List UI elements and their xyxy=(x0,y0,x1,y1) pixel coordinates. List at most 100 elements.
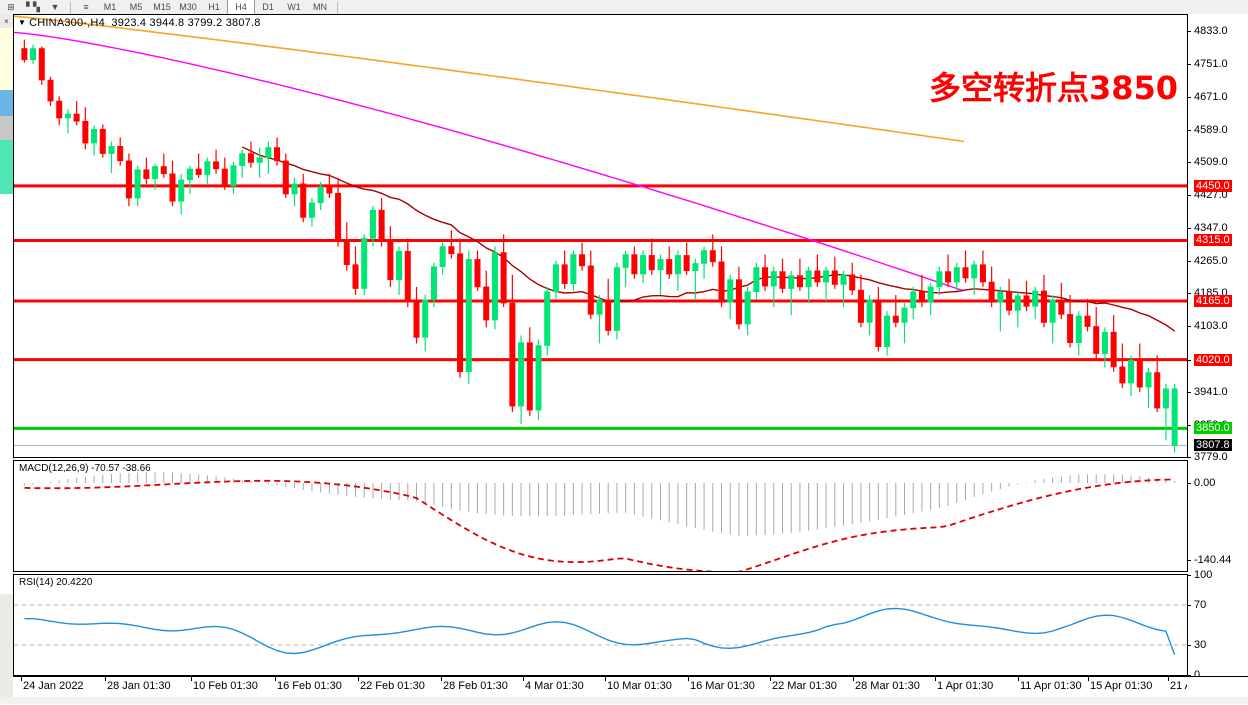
rsi-panel[interactable]: RSI(14) 20.4220 xyxy=(13,574,1248,676)
price-tick-label: 4509.0 xyxy=(1194,156,1228,169)
sidebar-block-0[interactable] xyxy=(0,28,13,62)
price-axis-line xyxy=(1187,14,1188,458)
time-tick-label: 28 Jan 01:30 xyxy=(107,680,171,692)
time-tick-label: 28 Mar 01:30 xyxy=(855,680,920,692)
price-tick xyxy=(1187,129,1191,131)
ohlc-values: 3923.4 3944.8 3799.2 3807.8 xyxy=(111,17,261,29)
rsi-scale[interactable]: 100 70 30 0 xyxy=(1187,569,1248,681)
level-label-3850.0[interactable]: 3850.0 xyxy=(1194,422,1232,435)
rsi-tick xyxy=(1187,575,1191,576)
sidebar-block-5[interactable] xyxy=(0,170,13,194)
time-tick-label: 16 Feb 01:30 xyxy=(277,680,342,692)
macd-axis-line xyxy=(1187,460,1188,572)
time-tick-label: 11 Apr 01:30 xyxy=(1020,680,1082,692)
sidebar-block-1[interactable] xyxy=(0,62,13,90)
arrow-down-icon[interactable]: ▼ xyxy=(44,0,66,14)
time-tick xyxy=(770,677,771,681)
bar-chart-icon[interactable]: ▘▚ xyxy=(22,0,44,14)
price-tick xyxy=(1187,260,1191,262)
crosshair-icon[interactable]: ⊞ xyxy=(0,0,22,14)
symbol-label: ▼ CHINA300-,H4 3923.4 3944.8 3799.2 3807.… xyxy=(18,17,261,29)
rsi-plot-area[interactable] xyxy=(14,575,1248,675)
price-tick xyxy=(1187,391,1191,393)
price-tick-label: 4103.0 xyxy=(1194,320,1228,333)
price-tick-label: 4589.0 xyxy=(1194,123,1228,136)
timeframe-group: M1 M5 M15 M30 H1 H4 D1 W1 MN xyxy=(97,0,333,14)
timeframe-m15[interactable]: M15 xyxy=(153,2,171,12)
left-sidebar[interactable]: × xyxy=(0,14,14,704)
rsi-tick-label: 30 xyxy=(1194,639,1207,651)
timeframe-w1[interactable]: W1 xyxy=(287,2,301,12)
time-tick-label: 16 Mar 01:30 xyxy=(690,680,755,692)
chart-annotation: 多空转折点3850 xyxy=(929,69,1179,107)
time-tick xyxy=(21,677,22,681)
price-tick xyxy=(1187,227,1191,229)
sidebar-color-blocks xyxy=(0,28,13,594)
time-tick xyxy=(523,677,524,681)
timeframe-h4[interactable]: H4 xyxy=(227,0,255,14)
timeframe-m30[interactable]: M30 xyxy=(179,2,197,12)
price-tick xyxy=(1187,64,1191,66)
price-tick-label: 4347.0 xyxy=(1194,221,1228,234)
timeframe-d1[interactable]: D1 xyxy=(262,2,274,12)
time-tick xyxy=(441,677,442,681)
timeframe-h1[interactable]: H1 xyxy=(208,2,220,12)
timeframe-m1[interactable]: M1 xyxy=(103,2,117,12)
rsi-tick xyxy=(1187,605,1191,606)
macd-label: MACD(12,26,9) -70.57 -38.66 xyxy=(19,463,151,474)
time-tick xyxy=(1018,677,1019,681)
macd-tick-label: -140.44 xyxy=(1194,554,1232,567)
price-tick-label: 4427.0 xyxy=(1194,189,1228,202)
text-list-icon[interactable]: ≡ xyxy=(75,0,97,14)
price-tick xyxy=(1187,31,1191,33)
time-tick xyxy=(605,677,606,681)
price-tick xyxy=(1187,424,1191,426)
close-icon[interactable]: × xyxy=(4,16,9,26)
macd-plot-area[interactable] xyxy=(14,461,1248,571)
rsi-tick-label: 100 xyxy=(1194,569,1213,581)
time-tick xyxy=(1168,677,1169,681)
sidebar-block-2[interactable] xyxy=(0,90,13,116)
time-tick-label: 22 Feb 01:30 xyxy=(360,680,425,692)
time-tick xyxy=(688,677,689,681)
status-bar xyxy=(0,697,1248,704)
price-panel[interactable]: ▼ CHINA300-,H4 3923.4 3944.8 3799.2 3807.… xyxy=(13,14,1248,458)
level-label-4450.0[interactable]: 4450.0 xyxy=(1194,179,1232,192)
time-tick-label: 10 Feb 01:30 xyxy=(193,680,258,692)
price-tick-label: 3941.0 xyxy=(1194,385,1228,398)
time-tick xyxy=(275,677,276,681)
rsi-tick-label: 70 xyxy=(1194,599,1207,611)
rsi-axis-line xyxy=(1187,574,1188,676)
sidebar-block-3[interactable] xyxy=(0,116,13,140)
macd-panel[interactable]: MACD(12,26,9) -70.57 -38.66 xyxy=(13,460,1248,572)
time-tick xyxy=(191,677,192,681)
time-tick-label: 4 Mar 01:30 xyxy=(525,680,584,692)
time-tick xyxy=(935,677,936,681)
price-tick-label: 4265.0 xyxy=(1194,254,1228,267)
macd-scale[interactable]: 0.00 -140.44 xyxy=(1187,460,1248,572)
level-label-4020.0[interactable]: 4020.0 xyxy=(1194,353,1232,366)
level-label-4165.0[interactable]: 4165.0 xyxy=(1194,295,1232,308)
price-tick-label: 4833.0 xyxy=(1194,25,1228,38)
rsi-tick xyxy=(1187,645,1191,646)
price-scale[interactable]: 4833.0 4751.0 4671.0 4589.0 4509.0 4427.0 4347… xyxy=(1187,14,1248,463)
price-tick xyxy=(1187,96,1191,98)
level-label-3807.8[interactable]: 3807.8 xyxy=(1194,439,1232,452)
sidebar-block-6[interactable] xyxy=(0,194,13,594)
price-tick-label: 4671.0 xyxy=(1194,90,1228,103)
price-tick xyxy=(1187,195,1191,197)
price-tick xyxy=(1187,457,1191,458)
timeframe-m5[interactable]: M5 xyxy=(129,2,143,12)
timeframe-mn[interactable]: MN xyxy=(313,2,327,12)
price-plot-area[interactable] xyxy=(14,15,1248,457)
sidebar-block-4[interactable] xyxy=(0,140,13,170)
rsi-tick-label: 0 xyxy=(1194,669,1201,681)
time-tick-label: 1 Apr 01:30 xyxy=(937,680,994,692)
macd-tick xyxy=(1187,483,1191,484)
time-tick xyxy=(853,677,854,681)
chevron-down-icon[interactable]: ▼ xyxy=(18,18,27,27)
toolbar-tools: ⊞ ▘▚ ▼ xyxy=(0,0,66,14)
time-tick xyxy=(105,677,106,681)
level-label-4315.0[interactable]: 4315.0 xyxy=(1194,234,1232,247)
